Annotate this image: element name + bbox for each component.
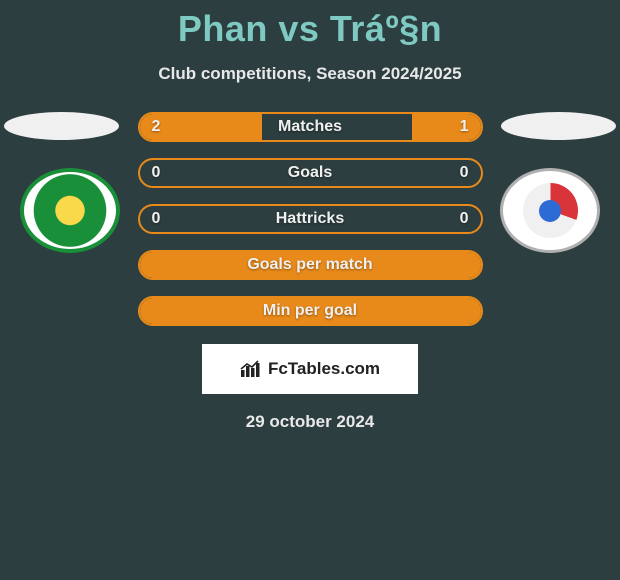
ellipse-right (501, 112, 616, 140)
page-title: Phan vs Tráº§n (0, 0, 620, 50)
page-subtitle: Club competitions, Season 2024/2025 (0, 64, 620, 84)
stat-value-right: 1 (460, 118, 469, 136)
bar-chart-icon (240, 360, 262, 378)
stat-label: Min per goal (263, 302, 357, 320)
stat-value-right: 0 (460, 210, 469, 228)
stat-row: Min per goal (138, 296, 483, 326)
source-logo: FcTables.com (202, 344, 418, 394)
source-logo-text: FcTables.com (268, 359, 380, 379)
stat-value-left: 0 (152, 164, 161, 182)
comparison-content: Matches 2 1 Goals 0 0 Hattricks 0 0 Goals per mat… (0, 112, 620, 432)
stat-row: Goals per match (138, 250, 483, 280)
team-right-badge-dot (539, 200, 561, 222)
stat-label: Matches (278, 118, 342, 136)
stat-label: Goals per match (247, 256, 372, 274)
stat-label: Goals (288, 164, 332, 182)
stat-row: Hattricks 0 0 (138, 204, 483, 234)
stat-value-left: 2 (152, 118, 161, 136)
stat-label: Hattricks (276, 210, 344, 228)
stat-row: Matches 2 1 (138, 112, 483, 142)
date-text: 29 october 2024 (0, 412, 620, 432)
stats-list: Matches 2 1 Goals 0 0 Hattricks 0 0 Goals per mat… (138, 112, 483, 326)
stat-row: Goals 0 0 (138, 158, 483, 188)
ellipse-left (4, 112, 119, 140)
team-right-badge (500, 168, 600, 253)
stat-fill-right (412, 114, 480, 140)
stat-value-right: 0 (460, 164, 469, 182)
team-left-badge (20, 168, 120, 253)
stat-value-left: 0 (152, 210, 161, 228)
team-right-badge-inner (523, 183, 578, 238)
